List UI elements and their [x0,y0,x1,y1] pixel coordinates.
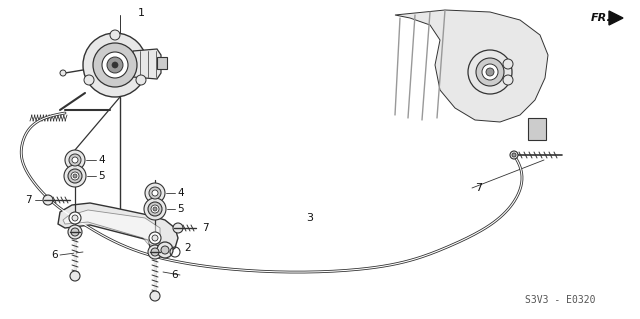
Text: 6: 6 [172,270,179,280]
Circle shape [161,246,169,254]
Circle shape [73,174,77,178]
Text: S3V3 - E0320: S3V3 - E0320 [525,295,595,305]
Circle shape [71,228,79,236]
Circle shape [152,235,158,241]
Circle shape [71,172,79,180]
Circle shape [110,30,120,40]
Text: 1: 1 [138,8,145,18]
Circle shape [107,57,123,73]
Polygon shape [133,49,161,79]
Polygon shape [609,11,623,25]
Polygon shape [157,57,167,69]
Circle shape [112,62,118,68]
Circle shape [145,183,165,203]
Circle shape [476,58,504,86]
Circle shape [43,195,53,205]
Circle shape [65,150,85,170]
Polygon shape [528,118,546,140]
Circle shape [482,64,498,80]
Polygon shape [395,10,548,122]
Polygon shape [63,210,160,246]
Circle shape [148,202,162,216]
Circle shape [83,33,147,97]
Text: 6: 6 [52,250,58,260]
Polygon shape [58,203,178,253]
Circle shape [468,50,512,94]
Circle shape [60,70,66,76]
Text: 7: 7 [475,183,482,193]
Circle shape [152,190,158,196]
Text: 3: 3 [307,213,314,223]
Circle shape [510,151,518,159]
Circle shape [153,207,157,211]
Text: 5: 5 [177,204,184,214]
Text: 4: 4 [177,188,184,198]
Circle shape [68,169,82,183]
Circle shape [64,165,86,187]
Circle shape [503,75,513,85]
Circle shape [102,52,128,78]
Circle shape [150,291,160,301]
Text: 4: 4 [98,155,104,165]
Text: 7: 7 [202,223,208,233]
Circle shape [72,157,78,163]
Circle shape [151,205,159,213]
Circle shape [512,153,516,157]
Circle shape [173,223,183,233]
Circle shape [149,232,161,244]
Circle shape [84,75,94,85]
Circle shape [486,68,494,76]
Text: FR.: FR. [591,13,611,23]
Circle shape [157,242,173,258]
Circle shape [69,154,81,166]
Circle shape [72,215,78,221]
Circle shape [70,271,80,281]
Circle shape [148,245,162,259]
Circle shape [144,198,166,220]
Circle shape [68,225,82,239]
Circle shape [93,43,137,87]
Text: 2: 2 [185,243,191,253]
Text: 5: 5 [98,171,104,181]
Circle shape [151,248,159,256]
Circle shape [136,75,146,85]
Circle shape [69,212,81,224]
Circle shape [503,59,513,69]
Circle shape [149,187,161,199]
Text: 7: 7 [25,195,31,205]
